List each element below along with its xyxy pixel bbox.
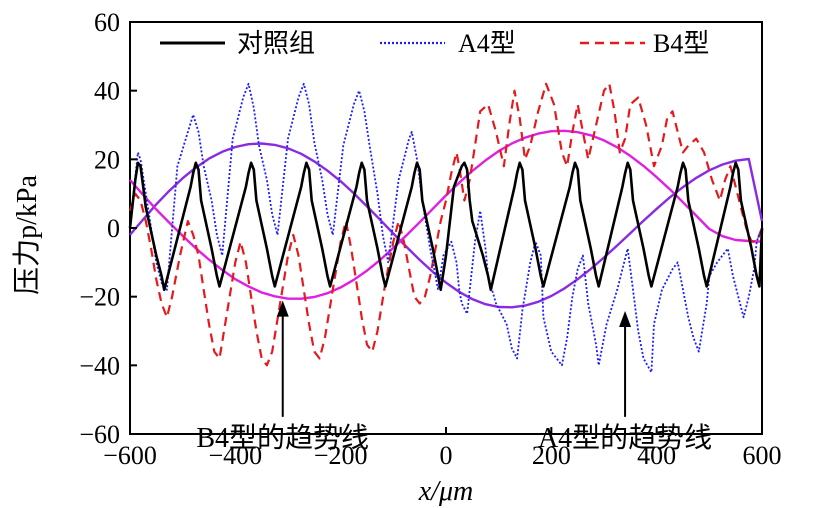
y-tick-label: −60 [79, 420, 120, 449]
legend-control-label: 对照组 [237, 29, 315, 58]
a4-trend-annotation-arrow-head [619, 310, 632, 327]
b4-trend-annotation-label: B4型的趋势线 [196, 422, 369, 454]
b4-trend-line [129, 129, 763, 300]
series-layer [128, 82, 764, 374]
legend: 对照组 A4型 B4型 [160, 29, 709, 58]
y-tick-label: 60 [94, 8, 120, 37]
b4-trend-annotation-arrow-head [276, 300, 289, 317]
x-tick-label: −200 [314, 441, 368, 470]
x-tick-label: 200 [532, 441, 571, 470]
x-axis-title: x/μm [418, 476, 473, 507]
y-tick-label: −20 [79, 283, 120, 312]
x-tick-label: 0 [440, 441, 453, 470]
y-tick-label: 0 [107, 214, 120, 243]
a4-trend-annotation-label: A4型的趋势线 [538, 422, 712, 454]
legend-a4-label: A4型 [458, 29, 516, 58]
legend-b4-label: B4型 [653, 29, 709, 58]
control-series-line [128, 161, 764, 292]
y-axis-title: 压力p/kPa [11, 175, 43, 295]
y-tick-label: 20 [94, 145, 120, 174]
y-tick-label: 40 [94, 77, 120, 106]
x-tick-label: 400 [637, 441, 676, 470]
x-tick-label: −600 [103, 441, 157, 470]
y-tick-label: −40 [79, 351, 120, 380]
annotations: B4型的趋势线 A4型的趋势线 [196, 300, 712, 454]
b4-series-line [128, 82, 764, 367]
a4-trend-line [129, 142, 764, 309]
a4-series-line [129, 82, 763, 374]
x-tick-label: 600 [743, 441, 782, 470]
x-tick-label: −400 [208, 441, 262, 470]
